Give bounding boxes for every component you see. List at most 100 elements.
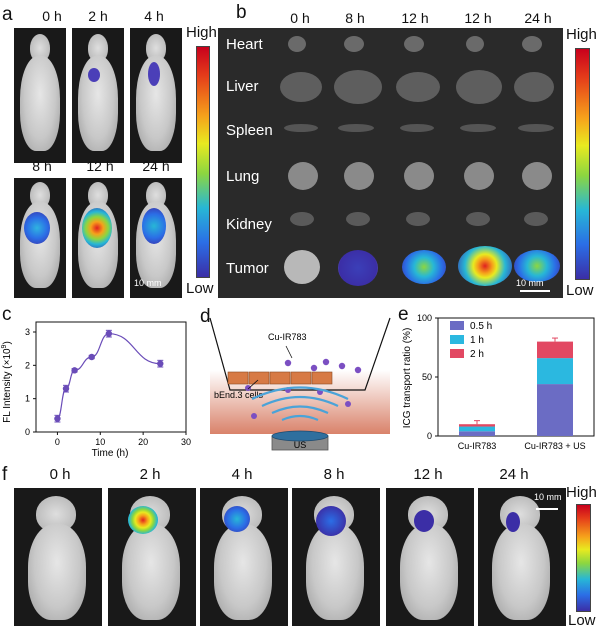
panel-e-legend-label: 2 h	[470, 349, 484, 360]
panel-e-legend-swatch	[450, 335, 464, 344]
panel-c-ytick-label: 3	[25, 327, 30, 337]
panel-d-us-label: US	[294, 440, 307, 450]
panel-d-arrow-cu	[285, 345, 293, 359]
panel-f-scale-bar	[536, 508, 558, 510]
panel-a-mouse-image	[14, 178, 66, 298]
panel-d-cell-layer	[227, 371, 333, 385]
panel-a-mouse-image	[130, 28, 182, 163]
panel-a-scale-low: Low	[186, 280, 214, 297]
panel-f-time-1: 2 h	[139, 466, 161, 483]
panel-e-bar-segment	[459, 426, 495, 432]
panel-f-time-2: 4 h	[231, 466, 253, 483]
panel-b-time-0: 0 h	[290, 10, 310, 26]
panel-c-point	[88, 353, 95, 361]
panel-e-bar-segment	[537, 358, 573, 385]
panel-a-time-5: 24 h	[142, 158, 170, 174]
panel-a-mouse-image	[72, 28, 124, 163]
panel-e-ytick-label: 100	[417, 313, 432, 323]
panel-f-mouse-image: 10 mm	[478, 488, 566, 626]
panel-f-colorbar	[576, 504, 591, 612]
panel-e-ylabel: ICG transport ratio (%)	[402, 328, 413, 429]
panel-c-point	[54, 415, 61, 422]
panel-c-line	[56, 333, 161, 420]
panel-f-time-5: 24 h	[499, 466, 529, 483]
panel-a-label: a	[2, 4, 13, 25]
panel-e-ytick-label: 50	[422, 372, 432, 382]
panel-f-mouse-image	[386, 488, 474, 626]
panel-f-time-3: 8 h	[323, 466, 345, 483]
panel-e-legend-swatch	[450, 349, 464, 358]
panel-a-mouse-image: 10 mm	[130, 178, 182, 298]
panel-c-xtick-label: 10	[95, 437, 105, 447]
panel-c-label: c	[2, 304, 12, 325]
organ-label-lung: Lung	[226, 168, 260, 185]
panel-b-time-4: 24 h	[524, 10, 552, 26]
panel-c-xtick-label: 20	[138, 437, 148, 447]
panel-f-mouse-image	[14, 488, 102, 626]
panel-e-bars: Cu-IR783 Cu-IR783 + US	[458, 337, 586, 451]
panel-d-diagram: Cu-IR783 bEnd.3 cells US	[209, 317, 391, 451]
panel-b-scale-bar	[520, 290, 550, 292]
panel-e-bar-segment	[459, 431, 495, 436]
panel-d-transducer	[271, 430, 329, 451]
panel-e-legend-swatch	[450, 321, 464, 330]
panel-b-organ-image: Heart Liver Spleen Lung Kidney Tumor 10 …	[218, 28, 563, 298]
panel-d-cu-label: Cu-IR783	[268, 332, 307, 342]
panel-d-label: d	[200, 306, 211, 327]
panel-c-point	[62, 385, 70, 392]
panel-e-bar-segment	[537, 384, 573, 436]
panel-d-arrow-cells	[247, 379, 259, 390]
panel-f-mouse-image	[108, 488, 196, 626]
panel-c-point	[71, 367, 78, 374]
panel-c-ytick-label: 1	[25, 394, 30, 404]
panel-e-chart: 0 50 100 Cu-IR783 Cu-IR783 + US 0.5 h 1 h 2 h…	[402, 313, 595, 451]
panel-a-mouse-image	[72, 178, 124, 298]
panel-f-mouse-image	[200, 488, 288, 626]
panel-e-legend-label: 0.5 h	[470, 321, 492, 332]
panel-d-particles	[245, 358, 362, 419]
panel-a-scale-bar-label: 10 mm	[134, 278, 162, 288]
panel-c-xtick-label: 30	[181, 437, 191, 447]
panel-a-time-0: 0 h	[42, 8, 62, 24]
panel-c-axes: 0 10 20 30 0 1 2 3	[25, 321, 191, 447]
panel-c-point	[105, 330, 113, 337]
panel-f-scale-high: High	[566, 484, 597, 501]
organ-label-kidney: Kidney	[226, 216, 272, 233]
panel-b-label: b	[236, 2, 247, 23]
panel-d-cells-label: bEnd.3 cells	[214, 390, 264, 400]
panel-c-ytick-label: 2	[25, 360, 30, 370]
panel-e-bar-segment	[459, 424, 495, 427]
panel-e-label: e	[398, 304, 409, 325]
panel-e-ytick-label: 0	[427, 431, 432, 441]
panel-e-legend: 0.5 h 1 h 2 h	[450, 321, 492, 360]
panel-c-frame	[35, 321, 187, 433]
organ-label-spleen: Spleen	[226, 122, 273, 139]
panel-c-point	[157, 360, 164, 367]
panel-d-ultrasound-waves	[251, 386, 349, 422]
panel-f-scale-low: Low	[568, 612, 596, 629]
panel-e-axes: 0 50 100	[417, 313, 595, 441]
organ-label-heart: Heart	[226, 36, 263, 53]
panel-a-time-4: 12 h	[86, 158, 114, 174]
panel-a-time-2: 4 h	[144, 8, 164, 24]
panel-f-time-0: 0 h	[49, 466, 71, 483]
panel-c-chart: 0 10 20 30 0 1 2 3 Time (h) FL Intensity (×109)	[1, 321, 191, 459]
panel-a-colorbar	[196, 46, 210, 278]
panel-b-scale-low: Low	[566, 282, 594, 299]
panel-f-label: f	[2, 464, 8, 485]
panel-b-colorbar	[575, 48, 590, 280]
panel-c-xtick-label: 0	[55, 437, 60, 447]
panel-c-series	[54, 329, 164, 423]
panel-b-time-1: 8 h	[345, 10, 365, 26]
panel-e-category-label: Cu-IR783	[458, 441, 497, 451]
panel-f-mouse-image	[292, 488, 380, 626]
panel-a-time-3: 8 h	[32, 158, 52, 174]
panel-f-scale-bar-label: 10 mm	[534, 492, 562, 502]
panel-b-scale-high: High	[566, 26, 597, 43]
panel-b-time-2: 12 h	[401, 10, 429, 26]
panel-d-well-outline	[209, 317, 391, 391]
panel-f-time-4: 12 h	[413, 466, 443, 483]
panel-a-time-1: 2 h	[88, 8, 108, 24]
panel-c-xlabel: Time (h)	[92, 448, 129, 459]
panel-a-scale-high: High	[186, 24, 217, 41]
